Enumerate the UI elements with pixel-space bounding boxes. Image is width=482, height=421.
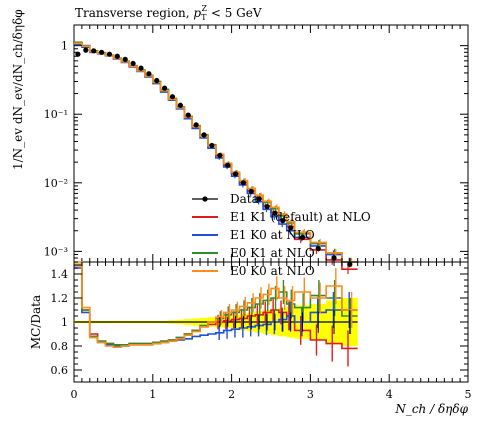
title-rest: < 5 GeV: [207, 6, 262, 20]
legend: Data E1 K1 (default) at NLO E1 K0 at NLO E0…: [192, 192, 371, 278]
main-series-group: [74, 41, 358, 275]
svg-text:Transverse region, pTZ < 5 GeV: Transverse region, pTZ < 5 GeV: [75, 4, 262, 22]
chart-title: Transverse region, pTZ < 5 GeV: [75, 4, 262, 22]
title-sym: p: [193, 6, 201, 20]
y-tick-label-ratio: 1: [61, 316, 68, 329]
y-tick-label-main: 10⁻¹: [44, 108, 68, 121]
ratio-y-axis-title: MC/Data: [29, 295, 43, 349]
data-points-group: [75, 47, 353, 268]
main-x-ticks: [73, 25, 469, 262]
ratio-y-axis-label: MC/Data: [29, 295, 43, 349]
legend-data-marker: [202, 196, 208, 202]
x-tick-label: 2: [228, 388, 235, 401]
legend-label: Data: [230, 192, 259, 206]
y-tick-label-ratio: 0.6: [51, 364, 69, 377]
main-panel: 1 10⁻¹ 10⁻² 10⁻³ Data E1 K1 (default) at NLO…: [44, 24, 469, 278]
ratio-series-group: [74, 261, 358, 367]
y-axis-label: 1/N_ev dN_ev/dN_ch/δηδφ: [11, 9, 25, 170]
series-line-ratio: [74, 261, 358, 348]
title-sup: Z: [201, 4, 207, 13]
legend-label: E0 K1 at NLO: [230, 246, 315, 260]
legend-label: E1 K0 at NLO: [230, 228, 315, 242]
ratio-panel: 0.6 0.8 1 1.2 1.4 0 1 2 3 4 5: [51, 261, 472, 401]
ratio-x-ticks: 0 1 2 3 4 5: [71, 262, 472, 401]
y-tick-label-main: 10⁻²: [44, 177, 68, 190]
x-tick-label: 4: [386, 388, 393, 401]
x-tick-label: 1: [149, 388, 156, 401]
title-sub: T: [201, 13, 207, 22]
ratio-y-ticks: 0.6 0.8 1 1.2 1.4: [51, 261, 468, 383]
y-axis-title: 1/N_ev dN_ev/dN_ch/δηδφ: [11, 9, 25, 170]
x-tick-label: 0: [71, 388, 78, 401]
series-line-main: [74, 42, 358, 263]
y-tick-label-ratio: 1.4: [51, 268, 69, 281]
x-axis-label: N_ch / δηδφ: [394, 402, 468, 416]
title-main: Transverse region,: [75, 6, 193, 20]
y-tick-label-main: 10⁻³: [44, 245, 68, 258]
y-tick-label-ratio: 1.2: [51, 292, 69, 305]
main-frame: [73, 24, 469, 263]
x-tick-label: 3: [307, 388, 314, 401]
main-y-ticks: 1 10⁻¹ 10⁻² 10⁻³: [44, 24, 468, 263]
x-tick-label: 5: [465, 388, 472, 401]
legend-label: E0 K0 at NLO: [230, 264, 315, 278]
y-tick-label-main: 1: [61, 40, 68, 53]
legend-label: E1 K1 (default) at NLO: [230, 210, 371, 224]
y-tick-label-ratio: 0.8: [51, 340, 69, 353]
x-axis-title: N_ch / δηδφ: [394, 402, 468, 416]
